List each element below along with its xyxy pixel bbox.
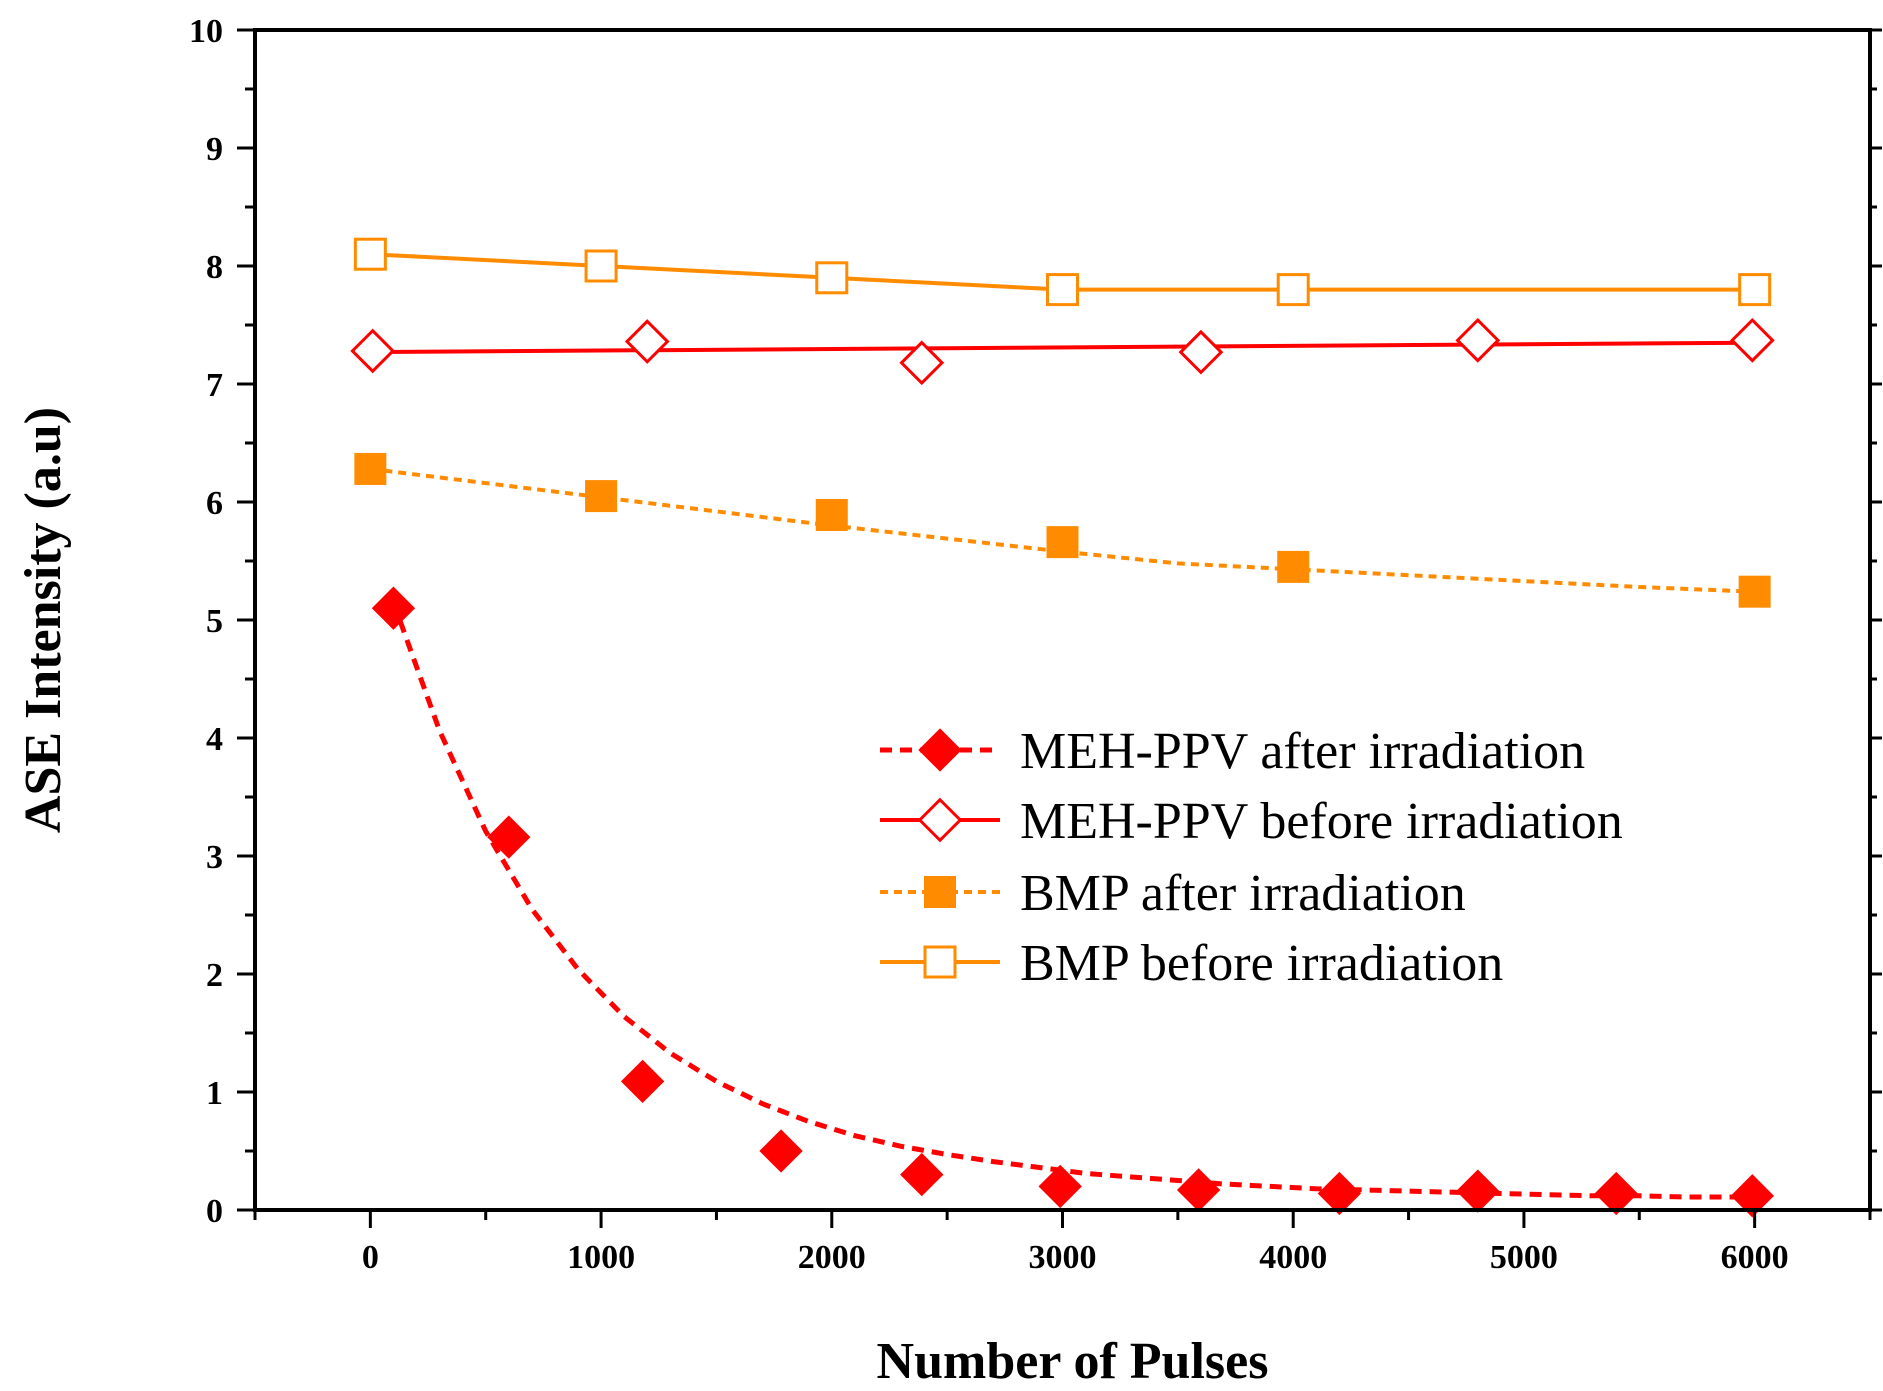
data-point	[1038, 1164, 1082, 1209]
y-tick-label: 7	[206, 367, 223, 404]
x-tick-label: 4000	[1259, 1239, 1327, 1276]
legend-label: MEH-PPV after irradiation	[1020, 723, 1585, 780]
data-point	[815, 261, 849, 295]
y-tick-label: 3	[206, 839, 223, 876]
x-tick-label: 3000	[1029, 1239, 1097, 1276]
series-line	[370, 252, 1755, 292]
data-point	[1594, 1171, 1638, 1216]
x-tick-label: 2000	[798, 1239, 866, 1276]
legend-marker	[924, 876, 956, 908]
plot-area	[350, 237, 1775, 1218]
data-point	[624, 319, 670, 364]
data-point	[1178, 329, 1224, 375]
legend: MEH-PPV after irradiation MEH-PPV before …	[880, 723, 1623, 992]
data-point	[487, 815, 531, 859]
y-tick-label: 9	[206, 131, 223, 168]
y-tick-label: 2	[206, 957, 223, 994]
data-point	[1738, 575, 1771, 608]
data-point	[1738, 273, 1772, 307]
y-tick-label: 0	[206, 1193, 223, 1230]
data-point	[1276, 273, 1310, 307]
x-tick-label: 5000	[1490, 1239, 1558, 1276]
data-point	[353, 237, 387, 271]
legend-label: BMP after irradiation	[1020, 865, 1466, 922]
data-point	[371, 586, 416, 630]
data-point	[1729, 317, 1775, 363]
data-point	[585, 480, 618, 513]
y-tick-label: 8	[206, 249, 223, 286]
y-axis-title: ASE Intensity (a.u)	[15, 407, 72, 833]
x-axis-title: Number of Pulses	[877, 1333, 1269, 1390]
data-point	[1046, 273, 1079, 307]
data-point	[1455, 317, 1501, 363]
data-point	[1317, 1171, 1362, 1216]
legend-label: MEH-PPV before irradiation	[1020, 793, 1623, 850]
data-point	[584, 249, 618, 283]
legend-label: BMP before irradiation	[1020, 935, 1503, 992]
data-point	[1730, 1174, 1774, 1218]
axes: 0 1000 2000 3000 4000 5000 6000 0 1 2 3 4 5 6 7 8 9 10	[189, 13, 1882, 1276]
y-tick-label: 6	[206, 485, 223, 522]
legend-marker	[917, 797, 963, 843]
y-tick-label: 5	[206, 603, 223, 640]
y-tick-label: 10	[189, 13, 223, 50]
data-point	[759, 1129, 803, 1173]
data-point	[1046, 526, 1079, 559]
legend-marker	[918, 728, 962, 772]
legend-marker	[923, 945, 957, 979]
x-tick-label: 0	[362, 1239, 379, 1276]
y-tick-label: 1	[206, 1075, 223, 1112]
data-point	[354, 452, 387, 485]
data-point	[899, 340, 945, 386]
x-tick-label: 6000	[1721, 1239, 1789, 1276]
data-point	[1277, 550, 1310, 583]
data-point	[350, 328, 396, 374]
data-point	[900, 1152, 944, 1197]
data-point	[620, 1059, 665, 1104]
series-line	[372, 340, 1753, 355]
x-tick-label: 1000	[567, 1239, 635, 1276]
data-point	[815, 498, 848, 531]
y-tick-label: 4	[206, 721, 223, 758]
